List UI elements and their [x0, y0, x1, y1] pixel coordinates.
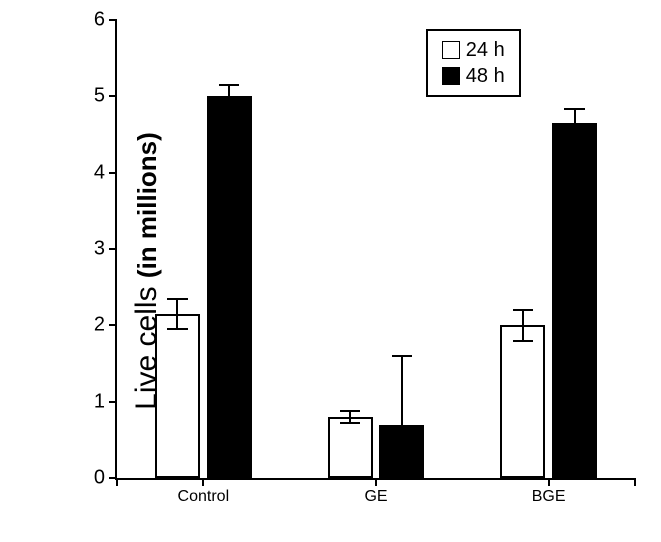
- error-cap: [564, 108, 584, 110]
- error-cap: [513, 309, 533, 311]
- error-cap: [392, 477, 412, 479]
- legend-row: 48 h: [442, 63, 505, 89]
- chart-container: Live cells (in millions) 0123456ControlG…: [0, 0, 661, 542]
- error-cap: [513, 340, 533, 342]
- error-bar: [401, 356, 403, 478]
- bar-24h: [155, 314, 200, 478]
- error-bar: [176, 299, 178, 330]
- legend-swatch: [442, 41, 460, 59]
- bar-24h: [500, 325, 545, 478]
- legend-swatch: [442, 67, 460, 85]
- bar-48h: [207, 96, 252, 478]
- y-tick-label: 5: [94, 85, 117, 108]
- legend-label: 48 h: [466, 63, 505, 89]
- error-cap: [167, 328, 187, 330]
- bar-24h: [328, 417, 373, 478]
- bar-48h: [552, 123, 597, 478]
- legend-row: 24 h: [442, 37, 505, 63]
- y-tick-label: 0: [94, 467, 117, 490]
- error-cap: [340, 422, 360, 424]
- y-tick-label: 6: [94, 9, 117, 32]
- x-tick-label: GE: [364, 478, 387, 506]
- y-tick-label: 4: [94, 161, 117, 184]
- x-tick: [634, 478, 636, 486]
- legend-label: 24 h: [466, 37, 505, 63]
- plot-area-wrapper: 0123456ControlGEBGE 24 h48 h: [115, 20, 635, 480]
- error-bar: [522, 310, 524, 341]
- error-cap: [340, 410, 360, 412]
- x-tick-label: Control: [178, 478, 230, 506]
- error-bar: [228, 85, 230, 108]
- error-cap: [219, 84, 239, 86]
- x-tick-label: BGE: [532, 478, 566, 506]
- error-cap: [219, 107, 239, 109]
- y-tick-label: 1: [94, 390, 117, 413]
- error-cap: [392, 355, 412, 357]
- legend: 24 h48 h: [426, 29, 521, 97]
- error-cap: [564, 136, 584, 138]
- y-tick-label: 2: [94, 314, 117, 337]
- x-tick: [116, 478, 118, 486]
- error-cap: [167, 298, 187, 300]
- plot-area: 0123456ControlGEBGE: [115, 20, 635, 480]
- error-bar: [574, 109, 576, 136]
- y-tick-label: 3: [94, 238, 117, 261]
